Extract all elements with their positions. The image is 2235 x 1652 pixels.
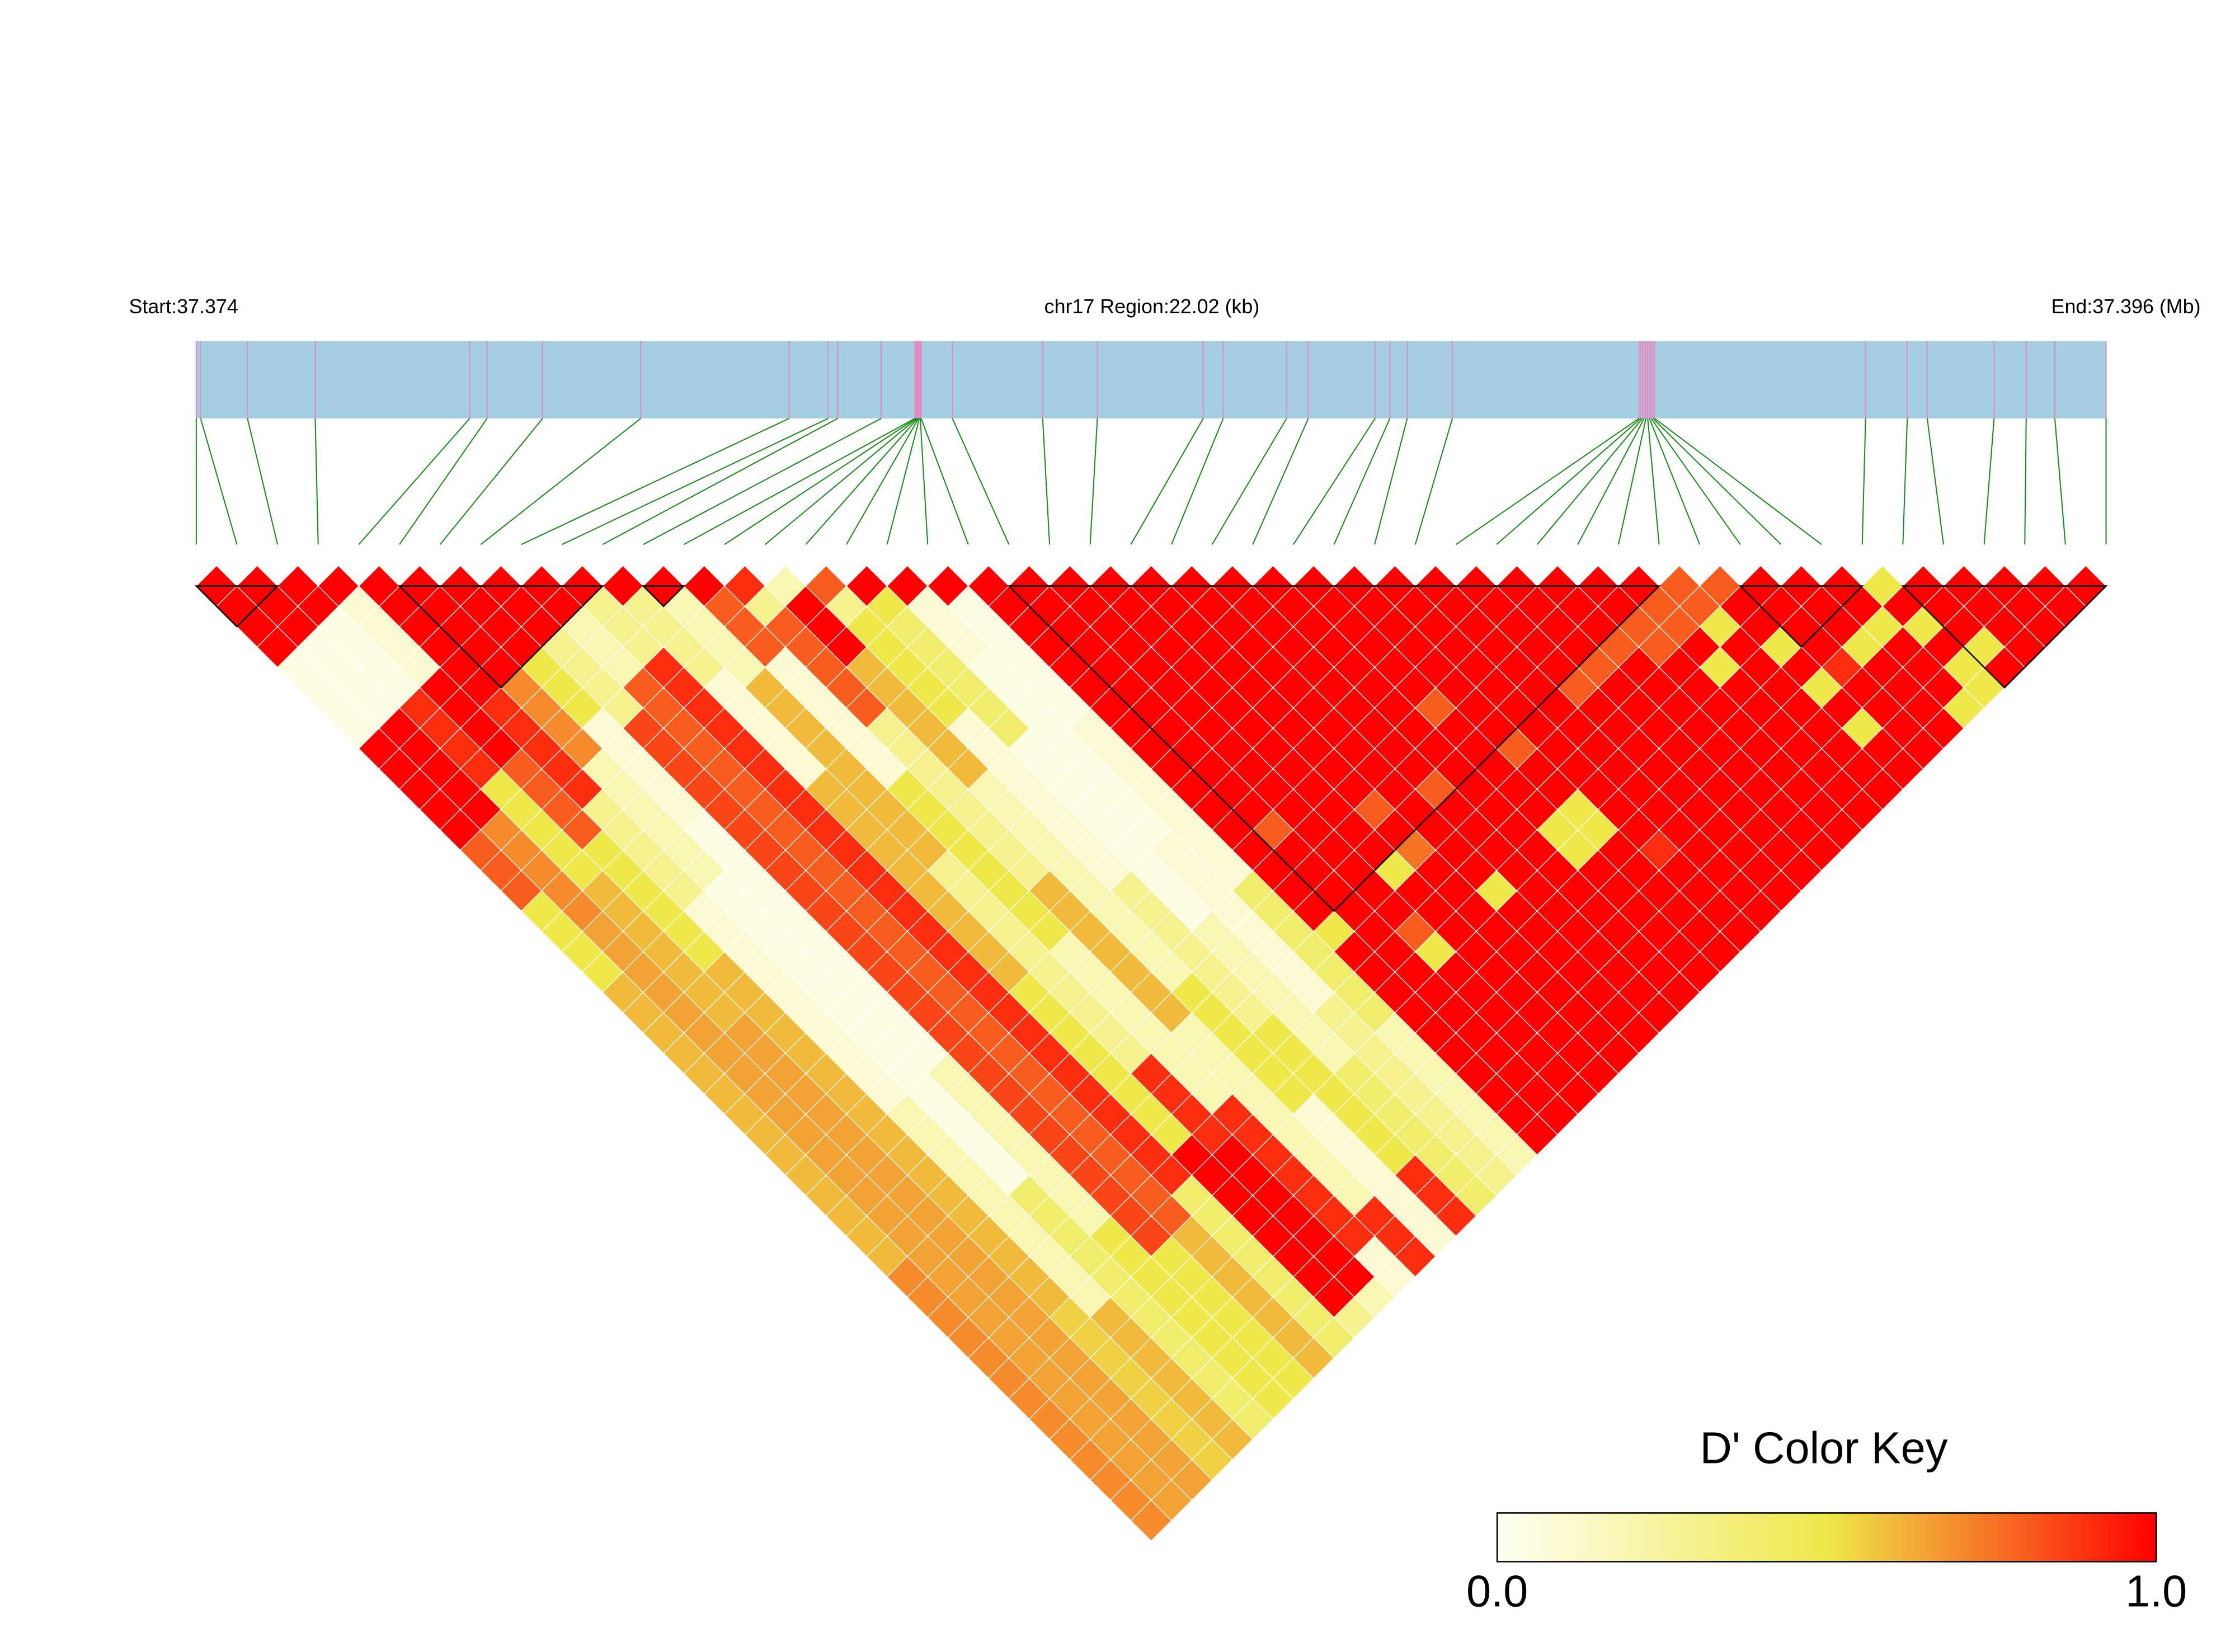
snp-connector <box>314 418 319 545</box>
snp-connector <box>399 418 488 545</box>
snp-connector <box>1042 418 1051 545</box>
snp-connector <box>1649 418 1701 545</box>
snp-connector <box>886 418 920 545</box>
snp-connector <box>1089 418 1098 545</box>
ld-block <box>641 585 686 608</box>
snp-connector <box>1650 418 1741 545</box>
end-label: End:37.396 (Mb) <box>2052 295 2201 318</box>
ld-block <box>1738 585 1864 648</box>
snp-connector <box>1647 418 1660 545</box>
color-key-bar <box>1496 1512 2157 1562</box>
snp-connector <box>724 418 916 545</box>
snp-connector <box>439 418 543 545</box>
color-key-tick-label: 0.0 <box>1466 1566 1528 1616</box>
color-key-title: D' Color Key <box>1700 1423 1947 1472</box>
snp-connector <box>765 418 917 545</box>
snp-connector <box>920 418 969 545</box>
ld-block <box>397 585 605 689</box>
ld-block <box>1901 585 2108 689</box>
color-key-tick-label: 1.0 <box>2125 1566 2187 1616</box>
region-bar <box>196 341 2106 418</box>
snp-connector <box>805 418 919 545</box>
start-label: Start:37.374 <box>129 295 238 318</box>
snp-connector <box>1333 418 1391 545</box>
snp-connector <box>602 418 839 545</box>
snp-connector <box>1861 418 1866 545</box>
snp-connector <box>1130 418 1204 545</box>
snp-connector <box>1171 418 1224 545</box>
snp-connector <box>1652 418 1782 545</box>
snp-connector <box>919 418 929 545</box>
snp-connector <box>1374 418 1408 545</box>
snp-connector <box>1983 418 1995 545</box>
ld-block <box>1007 585 1661 912</box>
snp-connector <box>683 418 916 545</box>
snp-connector <box>562 417 829 545</box>
snp-connector <box>200 418 238 545</box>
ld-block <box>194 585 280 628</box>
snp-connector <box>1926 418 1945 545</box>
snp-connector <box>1293 418 1376 545</box>
snp-connector <box>1617 418 1647 545</box>
snp-connector <box>1536 418 1643 545</box>
snp-connector <box>1496 418 1641 545</box>
snp-connector <box>2054 418 2066 545</box>
snp-connector <box>1211 418 1287 545</box>
snp-connector <box>1414 418 1453 545</box>
snp-connector <box>952 418 1010 545</box>
snp-connector <box>1577 418 1645 545</box>
snp-connector <box>521 417 790 545</box>
snp-connector <box>2024 418 2027 545</box>
snp-connector <box>1252 418 1309 545</box>
snp-connector <box>358 418 470 545</box>
snp-connector <box>1455 418 1640 545</box>
region-label: chr17 Region:22.02 (kb) <box>1044 295 1260 318</box>
snp-connector <box>247 418 279 545</box>
snp-connector <box>846 418 919 545</box>
snp-connector <box>643 418 882 545</box>
snp-connector <box>1654 418 1822 545</box>
snp-connector <box>1902 418 1908 545</box>
snp-connector <box>480 418 641 545</box>
